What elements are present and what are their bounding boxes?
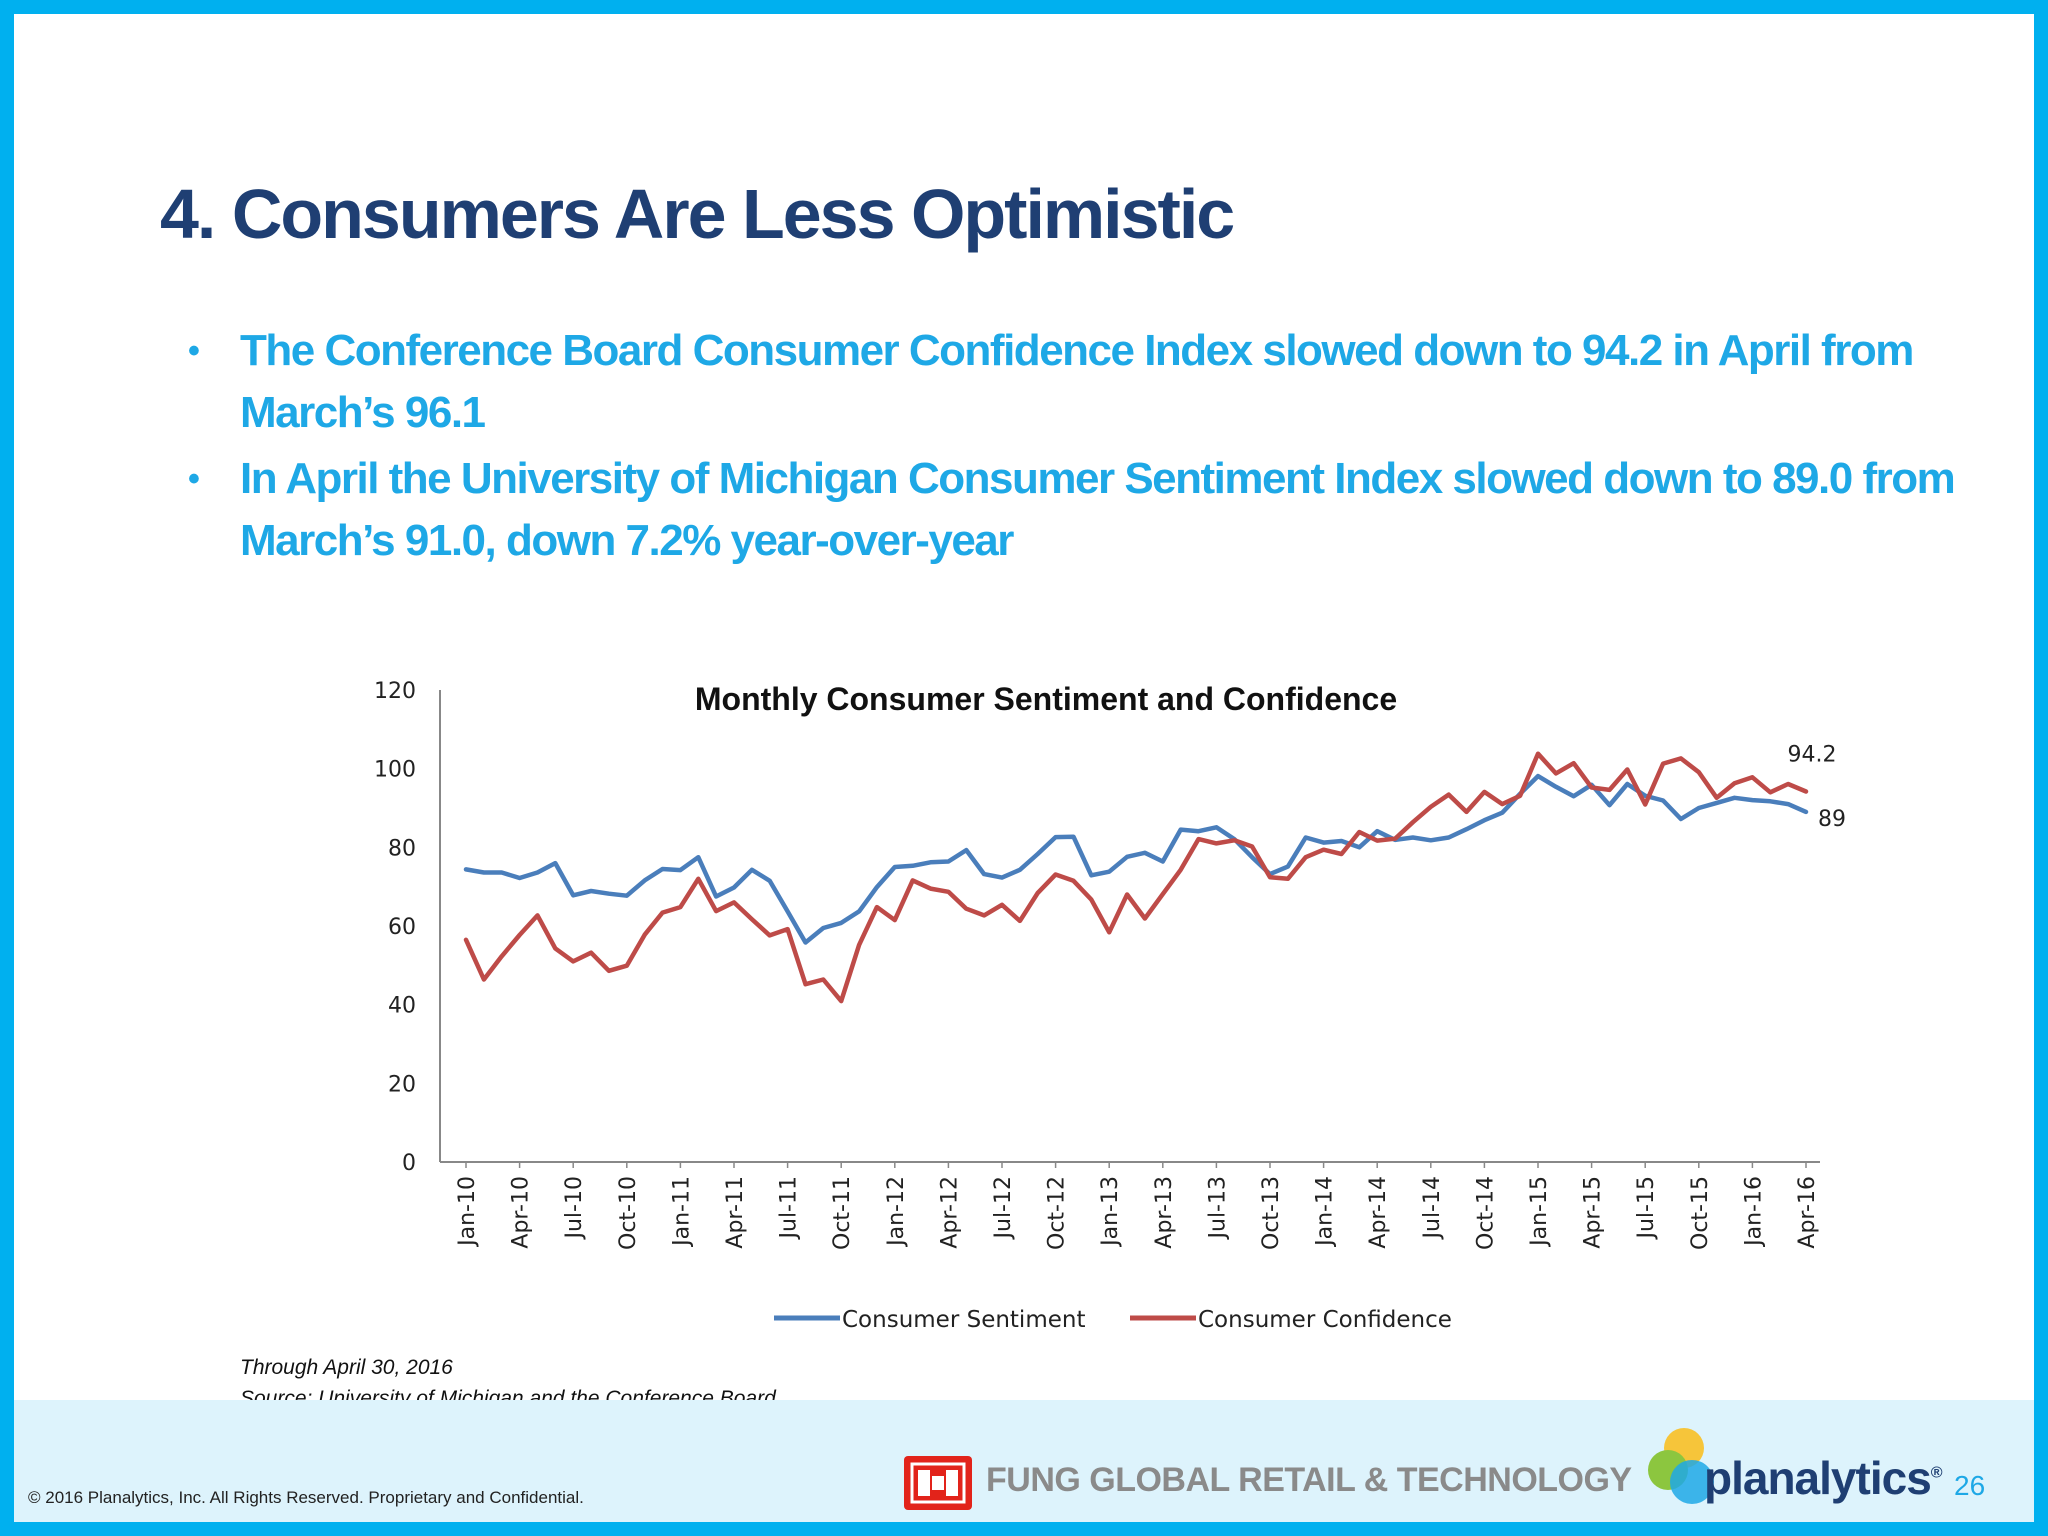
x-tick-label: Oct-10 (616, 1176, 641, 1250)
bullet-dot-icon: • (188, 460, 200, 498)
planalytics-logo-text: planalytics® (1704, 1451, 1943, 1505)
bullet-text-2: In April the University of Michigan Cons… (240, 454, 1956, 565)
bullet-item-2: • In April the University of Michigan Con… (184, 448, 1984, 572)
x-tick-label: Jul-13 (1205, 1176, 1230, 1240)
y-tick-label: 100 (374, 758, 416, 783)
series-line-consumer-sentiment (463, 773, 1809, 945)
planalytics-wordmark: planalytics (1704, 1452, 1932, 1504)
line-chart: Monthly Consumer Sentiment and Confidenc… (374, 679, 1846, 1333)
x-tick-label: Jan-15 (1527, 1176, 1552, 1248)
x-tick-label: Jan-14 (1313, 1176, 1338, 1248)
data-label-sentiment-end: 89 (1818, 807, 1846, 832)
series-line-consumer-confidence (463, 751, 1809, 1004)
x-tick-label: Oct-14 (1473, 1176, 1498, 1250)
x-tick-label: Oct-12 (1045, 1176, 1070, 1250)
page-number: 26 (1954, 1470, 1986, 1501)
registered-mark: ® (1930, 1464, 1943, 1482)
x-tick-label: Apr-15 (1581, 1176, 1606, 1249)
x-tick-label: Jan-16 (1741, 1176, 1766, 1248)
legend-label-consumer-sentiment: Consumer Sentiment (842, 1307, 1085, 1333)
x-tick-label: Jul-12 (991, 1176, 1016, 1240)
x-tick-label: Jul-15 (1634, 1176, 1659, 1240)
fung-logo-icon (904, 1456, 972, 1510)
x-tick-label: Apr-12 (937, 1176, 962, 1249)
bullet-dot-icon: • (188, 332, 200, 370)
fung-logo-text: FUNG GLOBAL RETAIL & TECHNOLOGY (986, 1461, 1632, 1499)
slide: 4. Consumers Are Less Optimistic • The Co… (14, 14, 2034, 1522)
y-tick-label: 20 (388, 1072, 416, 1097)
x-tick-label: Apr-10 (509, 1176, 534, 1249)
x-tick-label: Oct-11 (830, 1176, 855, 1250)
x-tick-label: Oct-15 (1688, 1176, 1713, 1250)
y-tick-label: 120 (374, 679, 416, 704)
x-tick-label: Jul-11 (777, 1176, 802, 1240)
copyright-text: © 2016 Planalytics, Inc. All Rights Rese… (28, 1488, 584, 1507)
chart-title: Monthly Consumer Sentiment and Confidenc… (695, 681, 1397, 717)
x-tick-label: Oct-13 (1259, 1176, 1284, 1250)
x-tick-label: Apr-11 (723, 1176, 748, 1249)
bullet-item-1: • The Conference Board Consumer Confidenc… (184, 320, 1984, 444)
bullet-text-1: The Conference Board Consumer Confidence… (240, 326, 1914, 437)
y-tick-label: 0 (402, 1151, 416, 1176)
x-tick-label: Apr-16 (1795, 1176, 1820, 1249)
y-tick-label: 80 (388, 836, 416, 861)
x-tick-label: Apr-13 (1152, 1176, 1177, 1249)
x-tick-label: Jul-14 (1420, 1176, 1445, 1240)
note-through-date: Through April 30, 2016 (240, 1356, 453, 1379)
y-tick-label: 40 (388, 994, 416, 1019)
x-tick-label: Jan-12 (884, 1176, 909, 1248)
slide-title: 4. Consumers Are Less Optimistic (160, 175, 1235, 253)
x-tick-label: Jan-10 (455, 1176, 480, 1248)
x-tick-label: Jan-13 (1098, 1176, 1123, 1248)
x-tick-label: Jul-10 (562, 1176, 587, 1240)
y-tick-label: 60 (388, 915, 416, 940)
legend-label-consumer-confidence: Consumer Confidence (1198, 1307, 1452, 1333)
bullet-list: • The Conference Board Consumer Confidenc… (184, 320, 1984, 576)
x-tick-label: Jan-11 (669, 1176, 694, 1248)
planalytics-logo-icon (1648, 1428, 1714, 1504)
data-label-confidence-end: 94.2 (1788, 742, 1837, 767)
x-tick-label: Apr-14 (1366, 1176, 1391, 1249)
